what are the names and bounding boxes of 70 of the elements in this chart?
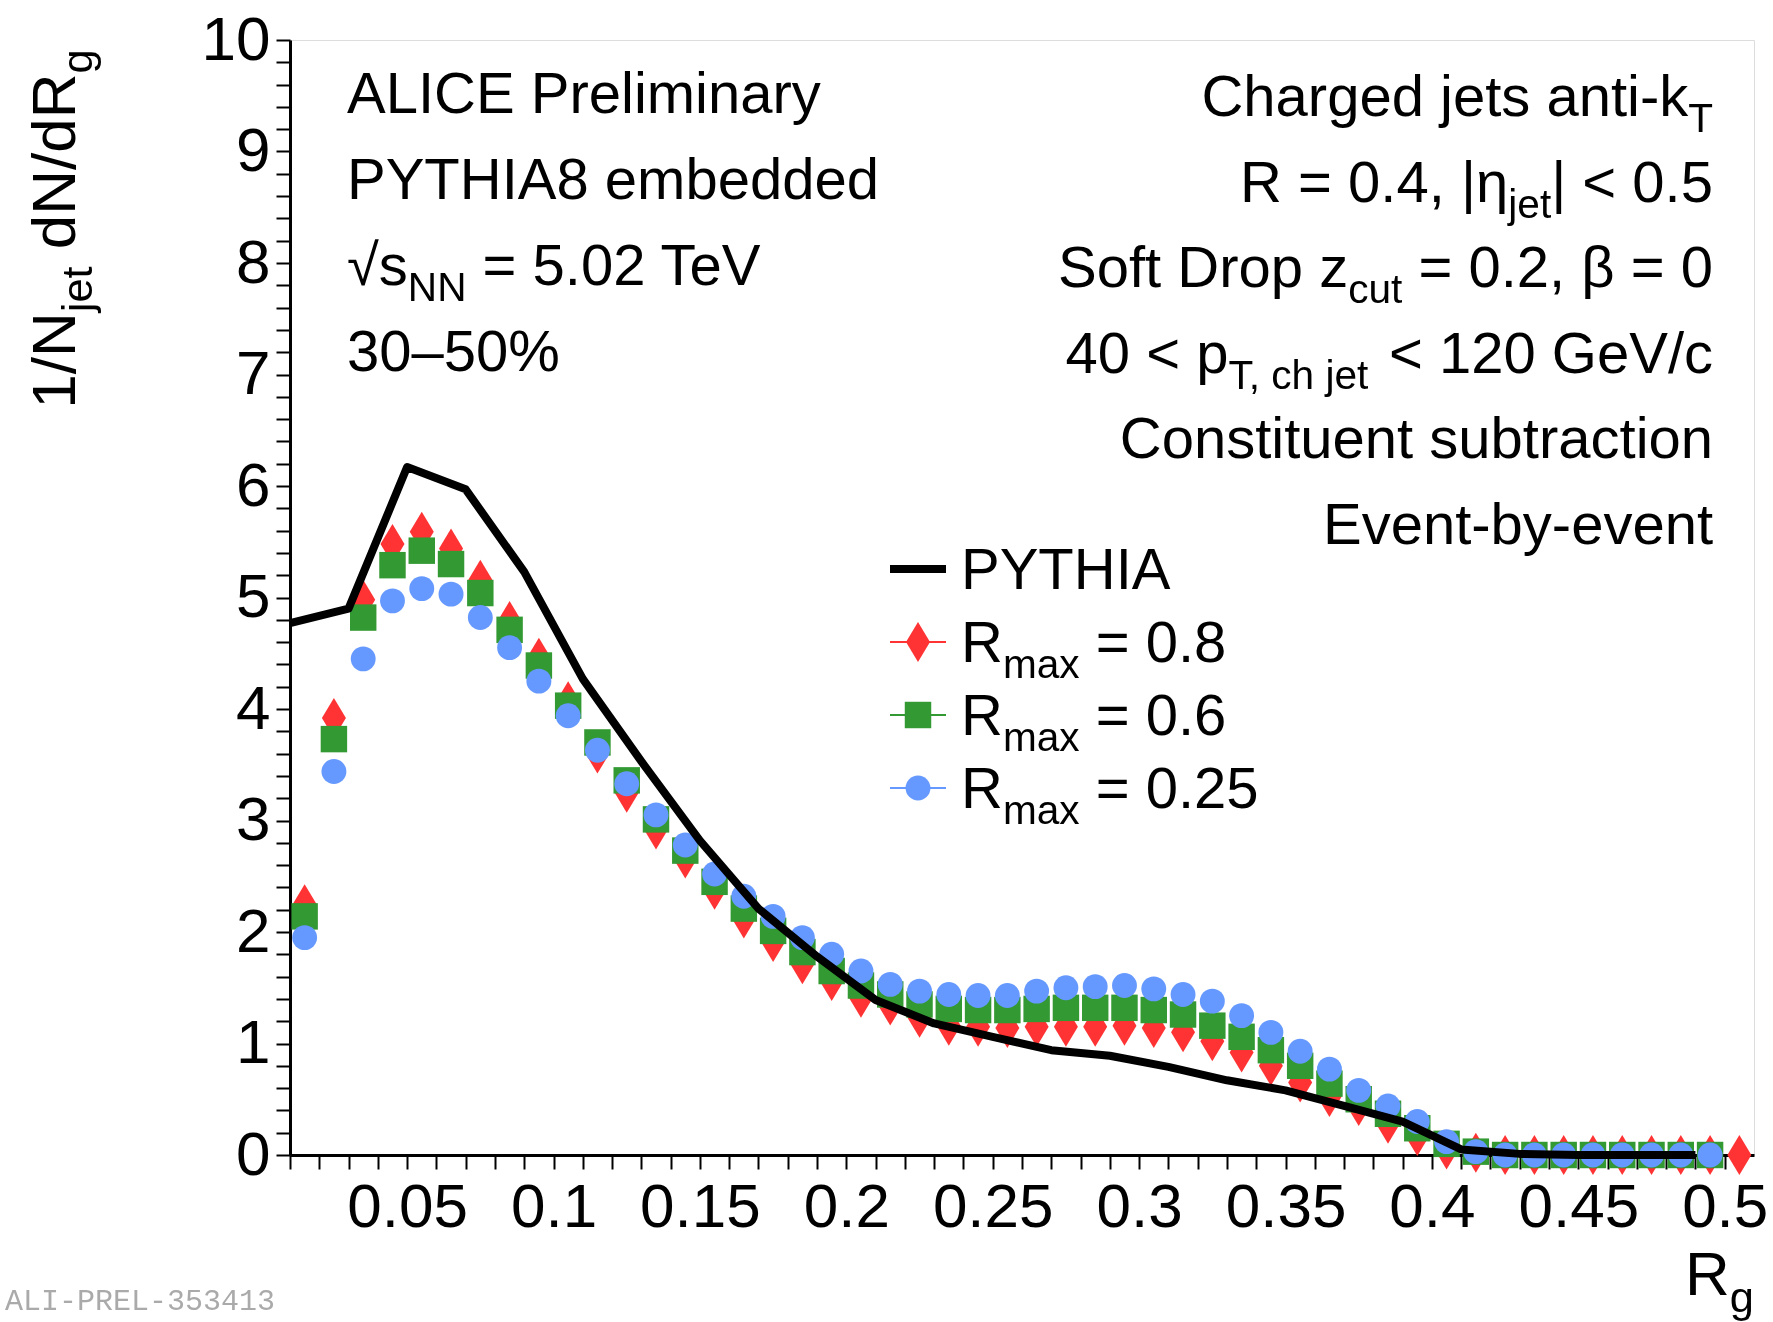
y-tick-label: 4 <box>236 672 271 742</box>
point <box>1024 978 1050 1004</box>
point <box>438 581 464 607</box>
annotation: Event-by-event <box>1322 490 1714 556</box>
point <box>1082 974 1108 1000</box>
point <box>1111 994 1138 1022</box>
x-tick-label: 0.15 <box>640 1170 761 1240</box>
point <box>1346 1077 1372 1103</box>
y-tick-label: 6 <box>236 449 271 519</box>
point <box>965 983 991 1008</box>
point <box>409 576 435 602</box>
point <box>1229 1003 1255 1029</box>
y-tick-label: 8 <box>236 226 271 296</box>
point <box>1199 1012 1226 1039</box>
point <box>907 978 932 1004</box>
point <box>379 551 406 579</box>
text: ALI-PREL-353413 <box>5 1285 276 1319</box>
point <box>437 550 465 578</box>
x-tick-label: 0.5 <box>1682 1170 1769 1240</box>
point <box>1170 982 1196 1007</box>
annotation: Constituent subtraction <box>1119 405 1714 470</box>
point <box>1316 1056 1342 1082</box>
point <box>467 605 493 630</box>
y-tick-label: 9 <box>236 115 271 184</box>
x-tick-label: 0.25 <box>932 1170 1054 1240</box>
point <box>848 958 874 984</box>
annotation: ALICE Preliminary <box>347 60 821 125</box>
point <box>526 668 552 694</box>
point <box>320 725 348 753</box>
point <box>349 604 377 631</box>
point <box>1228 1023 1255 1051</box>
point <box>936 982 962 1007</box>
point <box>408 537 435 564</box>
point <box>1287 1038 1313 1064</box>
x-tick-label: 0.4 <box>1389 1170 1476 1240</box>
point <box>672 832 698 858</box>
point <box>1112 973 1137 998</box>
point <box>1199 988 1225 1014</box>
x-tick-label: 0.05 <box>347 1170 468 1240</box>
annotation: PYTHIA8 embedded <box>347 146 879 211</box>
point <box>321 759 347 784</box>
y-tick-label: 5 <box>236 561 271 630</box>
point <box>467 579 494 607</box>
point <box>291 903 318 930</box>
point <box>1053 975 1079 1001</box>
x-tick-label: 0.45 <box>1518 1170 1640 1240</box>
y-tick-label: 1 <box>236 1007 271 1076</box>
y-tick-label: 2 <box>236 895 271 965</box>
y-axis-title: 1/Njet dN/dRg <box>19 49 102 409</box>
point <box>877 971 903 997</box>
point <box>292 925 318 950</box>
point <box>555 703 581 729</box>
point <box>380 588 405 614</box>
x-tick-label: 0.1 <box>510 1170 598 1240</box>
x-tick-label: 0.35 <box>1225 1170 1347 1240</box>
x-tick-label: 0.3 <box>1096 1170 1183 1240</box>
point <box>1258 1019 1284 1045</box>
y-tick-label: 7 <box>236 338 271 407</box>
point <box>994 983 1020 1008</box>
legend-label: PYTHIA <box>961 536 1171 601</box>
point <box>584 737 610 763</box>
y-tick-label: 0 <box>236 1118 271 1188</box>
point <box>1141 976 1167 1002</box>
point <box>643 802 669 828</box>
x-tick-label: 0.2 <box>803 1170 890 1240</box>
point <box>497 635 523 661</box>
y-tick-label: 3 <box>236 784 271 853</box>
y-tick-label: 10 <box>201 3 271 73</box>
point <box>350 646 376 672</box>
annotation: 30–50% <box>347 318 560 383</box>
